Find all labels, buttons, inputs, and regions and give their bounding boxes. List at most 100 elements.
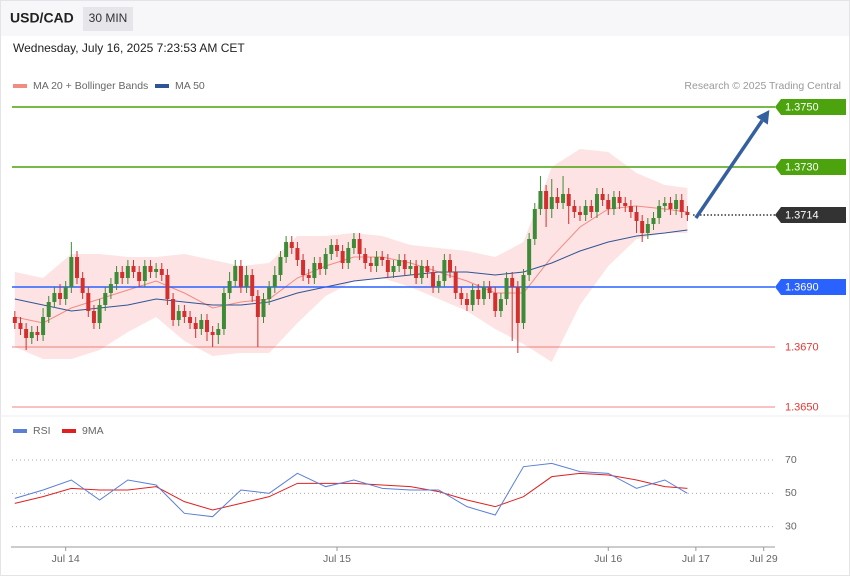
candle-body bbox=[380, 257, 385, 260]
ma50-line bbox=[14, 229, 688, 312]
candle-body bbox=[340, 251, 345, 263]
candle-body bbox=[108, 284, 113, 293]
candle-body bbox=[504, 278, 509, 299]
legend-swatch bbox=[62, 429, 76, 433]
candle-body bbox=[600, 194, 605, 200]
level-label: 1.3670 bbox=[785, 341, 819, 353]
candle-body bbox=[414, 266, 419, 278]
x-tick-label: Jul 29 bbox=[750, 553, 778, 565]
candle-body bbox=[374, 257, 379, 266]
candle-body bbox=[29, 332, 34, 338]
candle-body bbox=[470, 290, 475, 305]
x-tick-label: Jul 14 bbox=[52, 553, 80, 565]
candle-body bbox=[498, 299, 503, 311]
legend-swatch bbox=[155, 84, 169, 88]
candle-body bbox=[487, 287, 492, 293]
candle-body bbox=[606, 200, 611, 209]
level-label: 1.3650 bbox=[785, 401, 819, 413]
candle-body bbox=[301, 260, 306, 275]
candle-body bbox=[549, 197, 554, 209]
candle-body bbox=[402, 260, 407, 269]
rsi-line bbox=[14, 472, 688, 511]
candle-body bbox=[216, 329, 221, 335]
rsi-tick-label: 70 bbox=[785, 454, 797, 466]
legend-swatch bbox=[13, 429, 27, 433]
header-bg bbox=[0, 0, 850, 36]
candle-body bbox=[69, 257, 74, 287]
bollinger-band bbox=[14, 149, 688, 362]
candle-body bbox=[103, 293, 108, 305]
candle-body bbox=[617, 197, 622, 203]
candle-body bbox=[476, 290, 481, 299]
candle-body bbox=[142, 266, 147, 281]
x-tick-label: Jul 16 bbox=[594, 553, 622, 565]
candle-body bbox=[594, 194, 599, 212]
candle-body bbox=[674, 200, 679, 209]
candle-body bbox=[419, 266, 424, 278]
level-label: 1.3730 bbox=[785, 161, 819, 173]
candle-body bbox=[148, 266, 153, 272]
candle-body bbox=[668, 203, 673, 209]
legend-swatch bbox=[13, 84, 27, 88]
candle-body bbox=[351, 239, 356, 248]
candle-body bbox=[572, 206, 577, 212]
candle-body bbox=[272, 275, 277, 287]
candle-body bbox=[312, 263, 317, 278]
candle-body bbox=[453, 272, 458, 293]
ma20-line bbox=[14, 205, 688, 324]
level-label-box bbox=[775, 159, 846, 175]
candle-body bbox=[154, 269, 159, 272]
candle-body bbox=[408, 266, 413, 269]
candle-body bbox=[651, 218, 656, 224]
candle-body bbox=[182, 311, 187, 317]
candle-body bbox=[244, 275, 249, 287]
timeframe-box bbox=[83, 7, 133, 31]
candle-body bbox=[250, 275, 255, 296]
candle-body bbox=[510, 278, 515, 287]
candle-body bbox=[464, 299, 469, 305]
candle-body bbox=[583, 206, 588, 215]
candle-body bbox=[334, 245, 339, 251]
level-label-box bbox=[775, 99, 846, 115]
level-label-box bbox=[775, 279, 846, 295]
level-label: 1.3714 bbox=[785, 209, 819, 221]
candle-body bbox=[555, 197, 560, 203]
candle-body bbox=[346, 248, 351, 263]
candle-body bbox=[188, 317, 193, 323]
candle-body bbox=[306, 275, 311, 278]
candle-body bbox=[431, 272, 436, 287]
candle-body bbox=[515, 287, 520, 323]
candle-body bbox=[12, 317, 17, 323]
candle-body bbox=[137, 272, 142, 281]
rsi-line bbox=[14, 462, 688, 518]
candle-body bbox=[623, 203, 628, 206]
chart-title: USD/CAD bbox=[10, 10, 74, 26]
candle-body bbox=[261, 299, 266, 317]
candle-body bbox=[448, 260, 453, 272]
candle-body bbox=[63, 287, 68, 299]
candle-body bbox=[267, 287, 272, 299]
candle-body bbox=[634, 212, 639, 221]
candle-body bbox=[238, 266, 243, 287]
candle-body bbox=[171, 299, 176, 320]
candle-body bbox=[41, 317, 46, 335]
candle-body bbox=[35, 332, 40, 335]
candle-body bbox=[657, 206, 662, 218]
legend-label: MA 50 bbox=[175, 80, 205, 92]
candle-body bbox=[662, 203, 667, 206]
candle-body bbox=[442, 260, 447, 281]
candle-body bbox=[425, 266, 430, 272]
candle-body bbox=[679, 200, 684, 212]
candle-body bbox=[255, 296, 260, 317]
candle-body bbox=[176, 311, 181, 320]
candle-body bbox=[278, 257, 283, 275]
legend-label: 9MA bbox=[82, 425, 104, 437]
x-tick-label: Jul 15 bbox=[323, 553, 351, 565]
timeframe: 30 MIN bbox=[89, 11, 128, 25]
candle-body bbox=[685, 212, 690, 215]
candle-body bbox=[86, 293, 91, 311]
candle-body bbox=[493, 293, 498, 311]
forecast-arrow-head bbox=[756, 110, 770, 125]
